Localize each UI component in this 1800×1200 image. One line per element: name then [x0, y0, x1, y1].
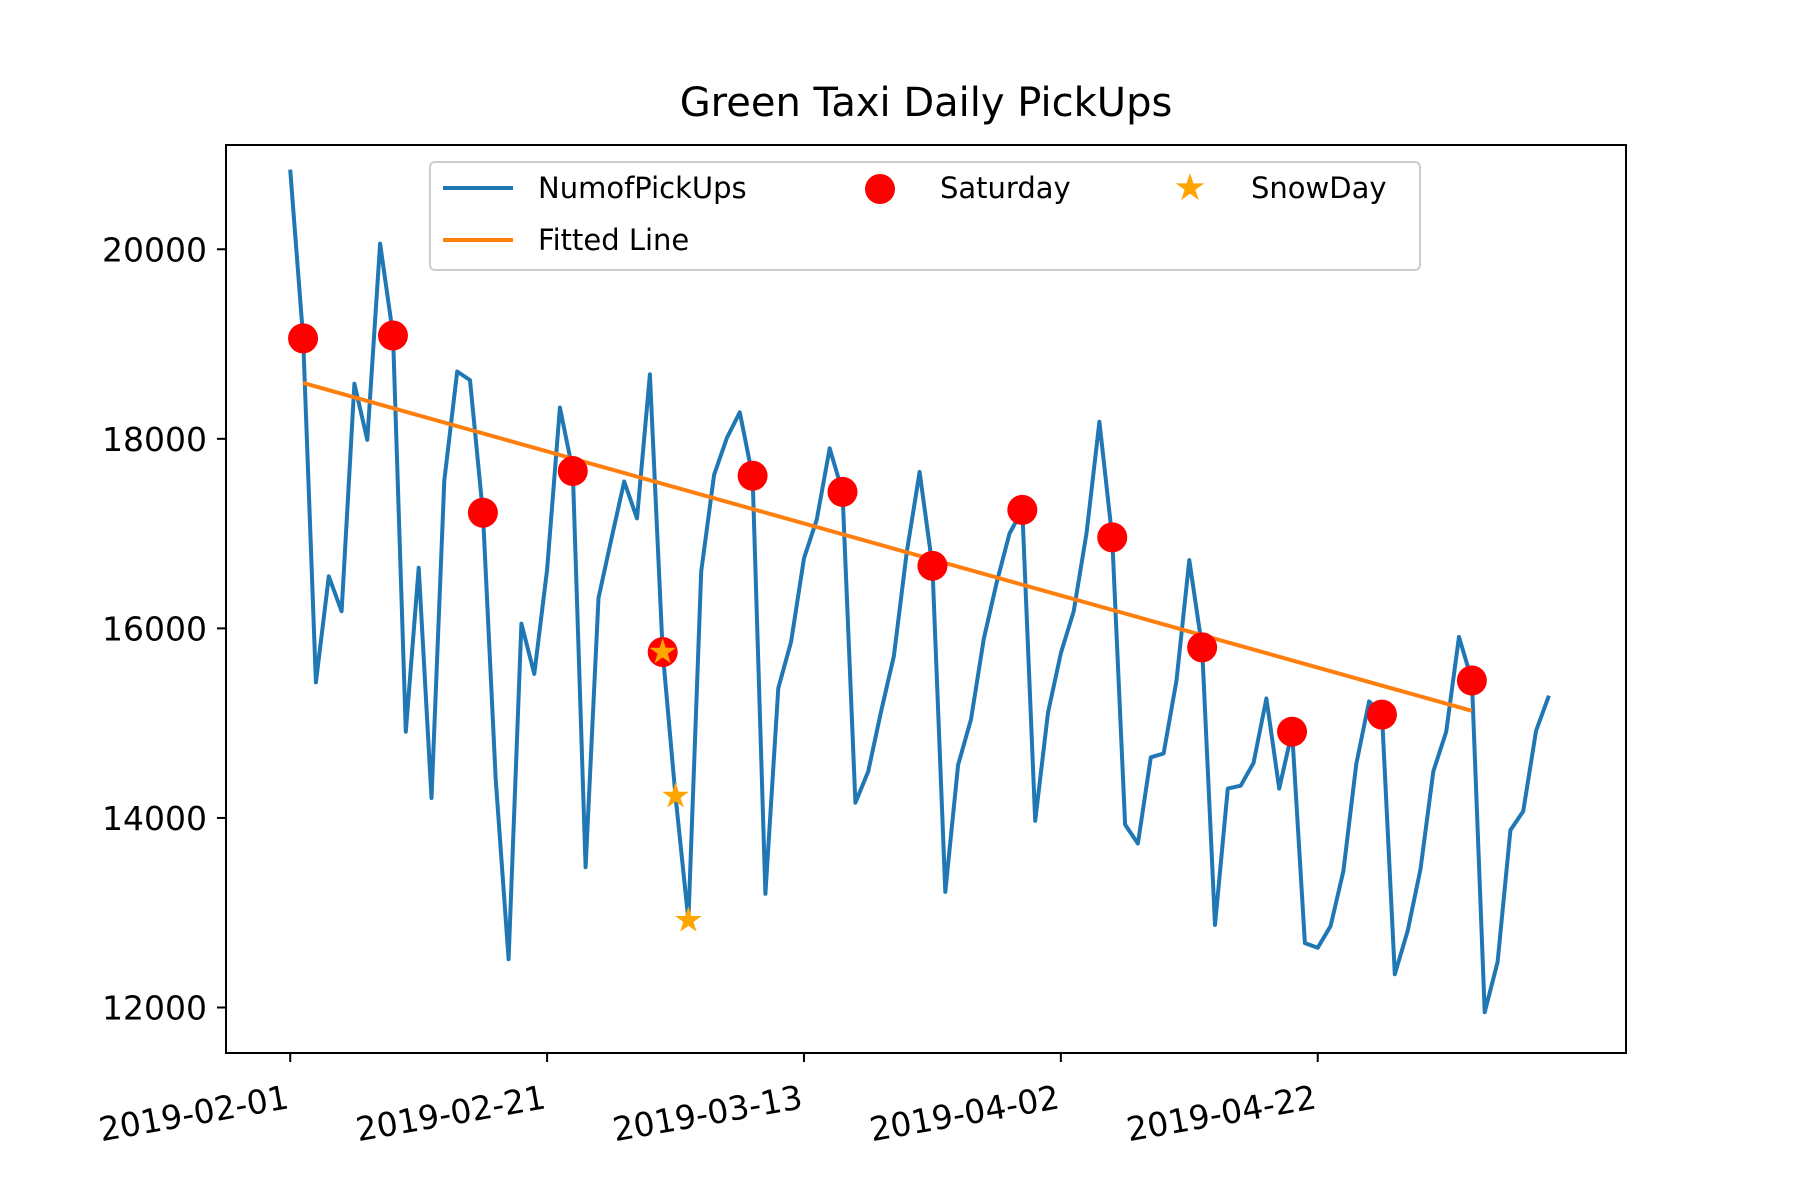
y-tick-label: 12000 — [102, 989, 207, 1028]
series-numofpickups-line — [288, 169, 1551, 1015]
saturday-point — [1007, 494, 1038, 525]
chart-title: Green Taxi Daily PickUps — [680, 80, 1173, 126]
plot-frame — [225, 144, 1627, 1054]
snowday-point — [675, 906, 702, 932]
saturday-point — [467, 497, 498, 528]
snowday-point — [649, 638, 676, 664]
legend-label-saturday: Saturday — [940, 171, 1071, 205]
y-tick-label: 18000 — [102, 420, 207, 459]
legend-label-fitted-line: Fitted Line — [538, 223, 689, 257]
plot-area — [288, 169, 1551, 1015]
legend-label-numofpickups: NumofPickUps — [538, 171, 747, 205]
saturday-point — [1187, 632, 1218, 663]
saturday-point — [1456, 665, 1487, 696]
x-axis: 2019-02-01 2019-02-21 2019-03-13 2019-04-02… — [96, 1053, 1319, 1149]
x-tick-label: 2019-04-22 — [1123, 1077, 1319, 1149]
x-tick-label: 2019-02-01 — [96, 1077, 292, 1149]
legend-swatch-saturday — [865, 174, 895, 204]
saturday-point — [737, 460, 768, 491]
y-tick-label: 16000 — [102, 609, 207, 648]
saturday-point — [288, 323, 319, 354]
saturday-point — [1277, 716, 1308, 747]
x-tick-label: 2019-03-13 — [610, 1077, 806, 1149]
legend: NumofPickUps Saturday SnowDay Fitted Lin… — [429, 161, 1421, 271]
saturday-point — [377, 320, 408, 351]
legend-label-snowday: SnowDay — [1251, 171, 1387, 205]
y-tick-label: 20000 — [102, 230, 207, 269]
saturday-point — [917, 550, 948, 581]
saturday-point — [827, 476, 858, 507]
y-tick-label: 14000 — [102, 799, 207, 838]
series-fitted-line — [302, 380, 1473, 713]
legend-swatch-snowday — [1175, 173, 1205, 201]
x-tick-label: 2019-04-02 — [867, 1077, 1063, 1149]
x-tick-label: 2019-02-21 — [353, 1077, 549, 1149]
saturday-point — [557, 456, 588, 487]
legend-box — [429, 161, 1421, 271]
saturday-point — [1366, 699, 1397, 730]
saturday-point — [1097, 522, 1128, 553]
y-axis: 12000 14000 16000 18000 20000 — [102, 230, 226, 1028]
snowday-point — [662, 782, 689, 808]
